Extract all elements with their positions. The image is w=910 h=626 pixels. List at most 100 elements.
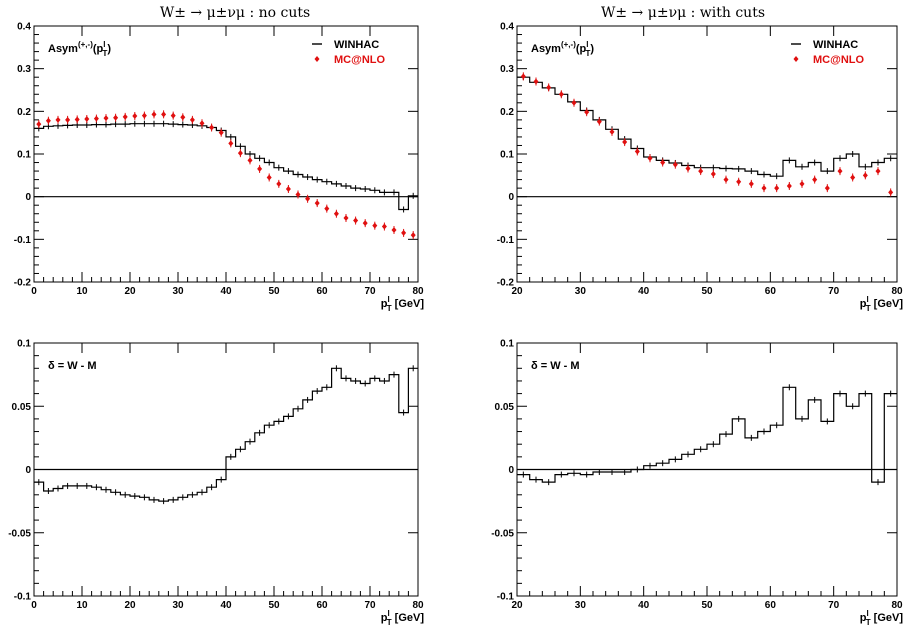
mcatnlo-marker [410,232,416,239]
mcatnlo-marker [295,191,301,198]
series-histogram-winhac [34,123,418,211]
panel-label: Asym(+,-)(pl T) [48,40,111,58]
mcatnlo-marker [710,171,716,178]
mcatnlo-marker [333,210,339,217]
x-tick-label: 50 [268,286,280,297]
mcatnlo-marker [170,112,176,119]
x-tick-label: 30 [172,600,184,611]
x-tick-label: 10 [76,286,88,297]
series-histogram-delta [34,367,418,502]
mcatnlo-marker [132,113,138,120]
y-tick-label: 0.4 [17,22,31,33]
panel-top-left: -0.2 -0.1 0 0.1 0.2 0.3 0.4 0 10 20 30 40 50 60 70 80 As… [14,22,425,314]
mcatnlo-marker [799,180,805,187]
mcatnlo-marker [189,116,195,123]
y-tick-label: 0.2 [17,107,31,118]
mcatnlo-marker [533,78,539,85]
mcatnlo-marker [161,111,167,118]
legend-mcatnlo-swatch [793,56,799,62]
mcatnlo-marker [546,84,552,91]
x-tick-label: 20 [511,286,523,297]
x-tick-label: 40 [638,286,650,297]
panel-top-right: -0.2 -0.1 0 0.1 0.2 0.3 0.4 20 30 40 50 60 70 80 Asym(… [497,22,904,314]
mcatnlo-marker [761,185,767,192]
y-tick-label: -0.1 [497,592,515,603]
x-tick-label: 70 [364,286,376,297]
mcatnlo-marker [305,195,311,202]
mcatnlo-marker [837,168,843,175]
mcatnlo-marker [812,176,818,183]
mcatnlo-marker [862,172,868,179]
x-tick-label: 20 [124,286,136,297]
panel-bottom-left: -0.1 -0.05 0 0.05 0.1 0 10 20 30 40 50 60 70 80 δ = W … [8,339,424,626]
mcatnlo-marker [276,180,282,187]
x-tick-label: 70 [364,600,376,611]
x-tick-label: 80 [412,600,424,611]
mcatnlo-marker [372,222,378,229]
right-column-title: W± → μ±νμ : with cuts [601,5,765,21]
mcatnlo-marker [520,73,526,80]
mcatnlo-marker [786,183,792,189]
y-tick-label: 0.1 [500,150,514,161]
mcatnlo-marker [74,116,80,123]
left-column-title: W± → μ±νμ : no cuts [160,5,310,21]
x-tick-label: 40 [638,600,650,611]
mcatnlo-marker [218,129,224,136]
x-axis-label: pl T [GeV] [381,609,425,626]
panels-group: -0.2-0.100.10.20.30.40 10 20 30 40 50 60 70 80As… [8,22,903,626]
mcatnlo-marker [824,185,830,192]
x-axis-label: pl T [GeV] [860,609,904,626]
mcatnlo-marker [622,139,628,146]
x-tick-label: 30 [575,286,587,297]
y-tick-label: 0.1 [500,339,514,350]
x-tick-label: 20 [511,600,523,611]
legend-entry-mcatnlo: MC@NLO [813,54,864,66]
mcatnlo-marker [36,121,42,128]
mcatnlo-marker [748,180,754,187]
mcatnlo-marker [391,226,397,233]
x-tick-label: 80 [891,600,903,611]
mcatnlo-marker [228,140,234,147]
mcatnlo-marker [660,159,666,166]
x-tick-label: 50 [701,286,713,297]
mcatnlo-marker [774,185,780,192]
x-tick-label: 50 [268,600,280,611]
y-tick-label: -0.2 [14,278,32,289]
y-tick-label: -0.1 [14,235,32,246]
mcatnlo-marker [65,116,71,123]
mcatnlo-marker [84,116,90,123]
x-tick-label: 50 [701,600,713,611]
x-tick-label: 30 [172,286,184,297]
y-tick-label: 0 [25,192,31,203]
mcatnlo-marker [634,148,640,155]
series-histogram-winhac [517,76,897,177]
mcatnlo-marker [45,117,51,124]
mcatnlo-marker [362,220,368,227]
series-histogram-delta [517,386,897,483]
mcatnlo-marker [609,128,615,135]
mcatnlo-marker [113,114,119,121]
mcatnlo-marker [353,217,359,224]
x-tick-label: 40 [220,600,232,611]
mcatnlo-marker [314,200,320,207]
mcatnlo-marker [199,120,205,127]
y-tick-label: 0.1 [17,339,31,350]
mcatnlo-marker [237,150,243,157]
mcatnlo-marker [180,114,186,121]
mcatnlo-marker [875,168,881,175]
mcatnlo-marker [324,205,330,212]
x-tick-label: 60 [316,286,328,297]
y-tick-label: 0.3 [17,64,31,75]
x-tick-label: 60 [765,600,777,611]
legend-entry-winhac: WINHAC [334,39,379,51]
panel-label: δ = W - M [48,360,97,372]
y-tick-label: -0.2 [497,278,515,289]
x-tick-label: 80 [412,286,424,297]
y-tick-label: -0.05 [8,528,31,539]
x-tick-label: 70 [828,600,840,611]
mcatnlo-marker [888,189,894,196]
mcatnlo-marker [596,118,602,125]
mcatnlo-marker [55,116,61,123]
mcatnlo-marker [285,185,291,192]
